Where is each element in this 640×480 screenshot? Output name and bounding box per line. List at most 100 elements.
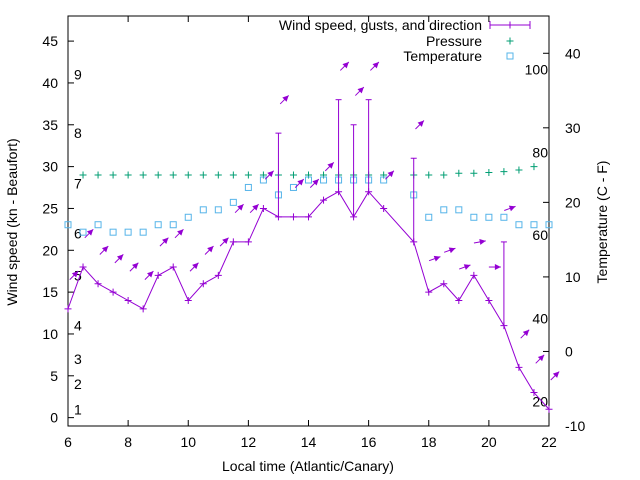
- wind-speed-point: [214, 271, 222, 279]
- wind-direction-arrow-head: [192, 262, 199, 270]
- x-tick-label: 8: [124, 434, 132, 450]
- wind-direction-arrow-head: [132, 262, 139, 270]
- legend-sample-wind-marker: [506, 21, 514, 29]
- wind-speed-point: [350, 213, 358, 221]
- wind-speed-point: [500, 322, 508, 330]
- beaufort-label: 5: [74, 267, 82, 283]
- wind-speed-point: [410, 238, 418, 246]
- y-tick-label-left: 45: [42, 33, 58, 49]
- temperature-point: [124, 228, 132, 236]
- wind-direction-arrow-head: [387, 170, 394, 178]
- temperature-point: [500, 213, 508, 221]
- beaufort-label: 7: [74, 175, 82, 191]
- temperature-point: [545, 221, 553, 229]
- pressure-point: [109, 171, 117, 179]
- wind-speed-point: [199, 280, 207, 288]
- y-tick-label-left: 35: [42, 117, 58, 133]
- pressure-point: [244, 171, 252, 179]
- x-tick-label: 16: [361, 434, 377, 450]
- wind-direction-arrow-head: [357, 87, 364, 94]
- pressure-point: [199, 171, 207, 179]
- temperature-point: [109, 228, 117, 236]
- wind-direction-arrow-head: [177, 229, 184, 236]
- wind-direction-arrow-head: [448, 247, 456, 254]
- series-layer: [64, 61, 560, 413]
- wind-speed-point: [124, 296, 132, 304]
- y-tick-label-left: 40: [42, 75, 58, 91]
- y-tick-label-left: 15: [42, 284, 58, 300]
- wind-direction-arrow-head: [463, 264, 471, 270]
- temperature-point: [515, 221, 523, 229]
- beaufort-label: 2: [74, 376, 82, 392]
- temperature-point: [214, 206, 222, 214]
- pressure-point: [139, 171, 147, 179]
- wind-speed-point: [229, 238, 237, 246]
- wind-direction-arrow-head: [207, 246, 214, 253]
- wind-direction-arrow-head: [327, 162, 334, 169]
- beaufort-label: 4: [74, 318, 82, 334]
- temperature-point: [530, 221, 538, 229]
- pressure-point: [229, 171, 237, 179]
- wind-direction-arrow-head: [222, 237, 229, 245]
- wind-direction-arrow-head: [522, 329, 530, 337]
- axes-layer: 6 8 10 12 14 16 18 20 22051015202530354045-10010…: [42, 16, 585, 450]
- y-axis-title-right: Temperature (C - F): [594, 161, 610, 284]
- wind-speed-point: [365, 188, 373, 196]
- legend-sample-pressure: [506, 37, 514, 45]
- temperature-point: [79, 228, 87, 236]
- wind-speed-point: [545, 405, 553, 413]
- temperature-point: [184, 213, 192, 221]
- pressure-point: [530, 163, 538, 171]
- wind-direction-arrow-head: [342, 61, 349, 69]
- fahrenheit-label: 80: [532, 144, 548, 160]
- pressure-point: [184, 171, 192, 179]
- wind-speed-point: [440, 280, 448, 288]
- wind-speed-point: [289, 213, 297, 221]
- wind-direction-arrow-head: [252, 204, 259, 211]
- wind-speed-point: [320, 196, 328, 204]
- pressure-point: [425, 171, 433, 179]
- temperature-point: [229, 198, 237, 206]
- wind-speed-point: [79, 263, 87, 271]
- x-tick-label: 18: [421, 434, 437, 450]
- temperature-point: [154, 221, 162, 229]
- y-tick-label-right: -10: [565, 418, 585, 434]
- wind-speed-point: [470, 271, 478, 279]
- pressure-point: [154, 171, 162, 179]
- pressure-point: [515, 166, 523, 174]
- wind-direction-arrow-head: [537, 354, 545, 362]
- y-tick-label-left: 10: [42, 326, 58, 342]
- wind-speed-point: [335, 188, 343, 196]
- wind-direction-arrow-head: [552, 371, 560, 378]
- plot-frame-layer: [67, 15, 550, 427]
- wind-direction-arrow-head: [312, 179, 319, 186]
- wind-direction-arrow-head: [282, 95, 289, 102]
- wind-speed-point: [139, 305, 147, 313]
- pressure-point: [169, 171, 177, 179]
- plot-frame: [67, 15, 550, 427]
- pressure-point: [289, 171, 297, 179]
- wind-speed-point: [380, 204, 388, 212]
- wind-speed-point: [64, 305, 72, 313]
- x-tick-label: 6: [64, 434, 72, 450]
- pressure-point: [470, 169, 478, 177]
- temperature-point: [244, 183, 252, 191]
- pressure-point: [94, 171, 102, 179]
- fahrenheit-label: 60: [532, 227, 548, 243]
- wind-speed-point: [244, 238, 252, 246]
- y-tick-label-left: 20: [42, 242, 58, 258]
- y-axis-title-left: Wind speed (kn - Beaufort): [4, 138, 20, 305]
- x-tick-label: 22: [541, 434, 557, 450]
- wind-direction-arrow-head: [372, 61, 379, 69]
- temperature-point: [320, 176, 328, 184]
- wind-direction-arrow-head: [297, 179, 304, 186]
- pressure-point: [485, 168, 493, 176]
- wind-direction-arrow-head: [101, 246, 109, 253]
- wind-speed-point: [305, 213, 312, 221]
- wind-speed-point: [485, 296, 493, 304]
- wind-direction-arrow-head: [237, 204, 244, 211]
- wind-speed-point: [515, 363, 523, 371]
- wind-speed-line: [67, 190, 550, 410]
- temperature-point: [64, 221, 72, 229]
